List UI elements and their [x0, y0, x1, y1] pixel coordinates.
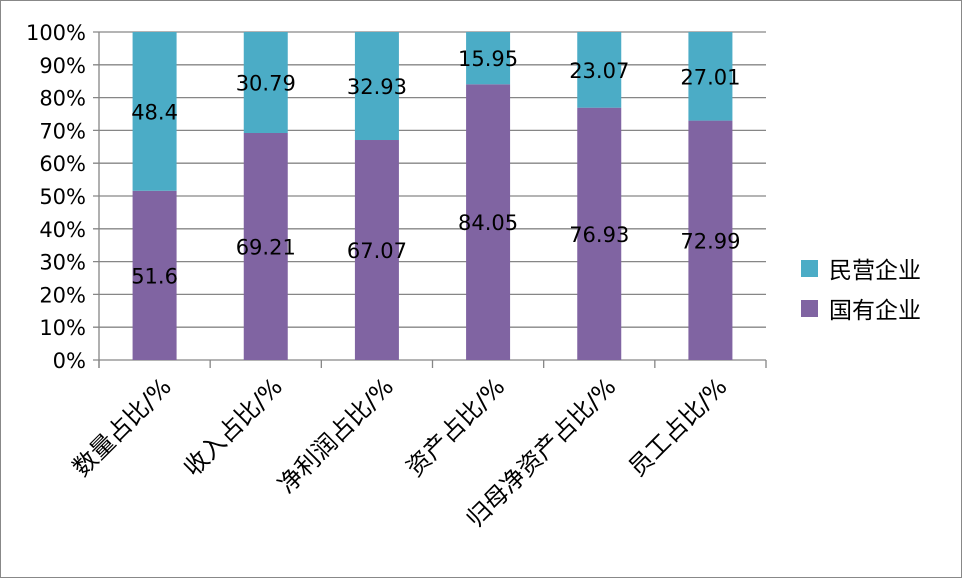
legend-swatch: [801, 260, 818, 277]
y-tick-label: 0%: [53, 349, 86, 373]
y-tick-label: 100%: [26, 21, 86, 45]
data-label: 72.99: [680, 229, 740, 253]
data-label: 15.95: [458, 47, 518, 71]
y-tick-label: 90%: [39, 54, 86, 78]
data-label: 76.93: [569, 223, 629, 247]
x-tick-label: 收入占比/%: [178, 372, 288, 482]
bar-private: [132, 32, 177, 191]
bar-private: [243, 32, 288, 133]
data-label: 32.93: [347, 75, 407, 99]
legend-label: 国有企业: [829, 298, 921, 324]
bar-state-owned: [354, 140, 399, 360]
y-tick-label: 20%: [39, 283, 86, 307]
bar-state-owned: [466, 84, 511, 360]
bar-private: [688, 32, 733, 121]
bar-state-owned: [132, 190, 177, 360]
y-tick-label: 10%: [39, 316, 86, 340]
bar-private: [577, 32, 622, 108]
data-label: 23.07: [569, 59, 629, 83]
legend-label: 民营企业: [829, 258, 921, 284]
bar-private: [354, 32, 399, 141]
x-tick-label: 员工占比/%: [623, 372, 733, 482]
x-tick-label: 净利润占比/%: [273, 372, 399, 498]
data-label: 27.01: [680, 65, 740, 89]
x-tick-label: 资产占比/%: [401, 372, 511, 482]
bar-state-owned: [243, 132, 288, 360]
bar-state-owned: [688, 120, 733, 360]
y-tick-label: 60%: [39, 152, 86, 176]
data-label: 84.05: [458, 211, 518, 235]
y-tick-label: 50%: [39, 185, 86, 209]
y-tick-label: 80%: [39, 87, 86, 111]
x-tick-label: 数量占比/%: [67, 372, 177, 482]
data-label: 51.6: [131, 264, 178, 288]
y-tick-label: 30%: [39, 251, 86, 275]
data-label: 30.79: [236, 71, 296, 95]
y-tick-label: 40%: [39, 218, 86, 242]
bar-private: [466, 32, 511, 85]
bar-state-owned: [577, 107, 622, 360]
data-label: 48.4: [131, 100, 178, 124]
y-tick-label: 70%: [39, 119, 86, 143]
data-label: 67.07: [347, 239, 407, 263]
data-label: 69.21: [236, 235, 296, 259]
legend-swatch: [801, 300, 818, 317]
